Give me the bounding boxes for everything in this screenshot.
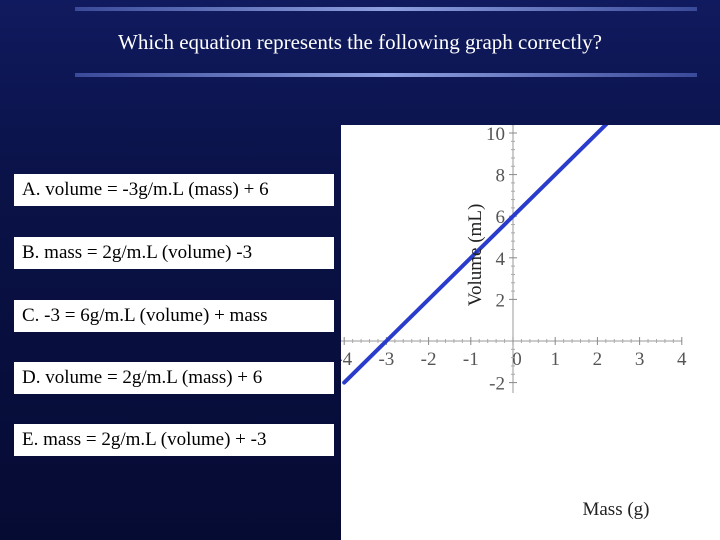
x-tick-label: 0 <box>512 349 522 370</box>
x-axis-title: Mass (g) <box>582 499 649 520</box>
y-axis-title: Volume (mL) <box>465 204 486 307</box>
series-line <box>342 125 609 385</box>
y-tick-label: 4 <box>496 249 506 270</box>
y-tick-label: -2 <box>489 374 505 395</box>
series <box>342 125 609 385</box>
x-tick-label: -4 <box>341 349 353 370</box>
y-tick-label: 6 <box>496 207 506 228</box>
x-tick-label: 3 <box>635 349 645 370</box>
x-tick-label: 1 <box>550 349 560 370</box>
choice-e[interactable]: E. mass = 2g/m.L (volume) + -3 <box>14 424 334 456</box>
x-tick-label: -2 <box>421 349 437 370</box>
x-tick-label: -1 <box>463 349 479 370</box>
choice-a[interactable]: A. volume = -3g/m.L (mass) + 6 <box>14 174 334 206</box>
y-tick-label: 8 <box>496 166 506 187</box>
y-tick-label: 2 <box>496 290 506 311</box>
choice-b[interactable]: B. mass = 2g/m.L (volume) -3 <box>14 237 334 269</box>
y-tick-label: 10 <box>486 125 505 145</box>
question-title: Which equation represents the following … <box>118 30 602 54</box>
top-rule <box>75 7 697 11</box>
x-tick-label: 4 <box>677 349 687 370</box>
choice-d[interactable]: D. volume = 2g/m.L (mass) + 6 <box>14 362 334 394</box>
x-tick-label: 2 <box>593 349 603 370</box>
x-tick-label: -3 <box>378 349 394 370</box>
bottom-rule <box>75 73 697 77</box>
choice-c[interactable]: C. -3 = 6g/m.L (volume) + mass <box>14 300 334 332</box>
